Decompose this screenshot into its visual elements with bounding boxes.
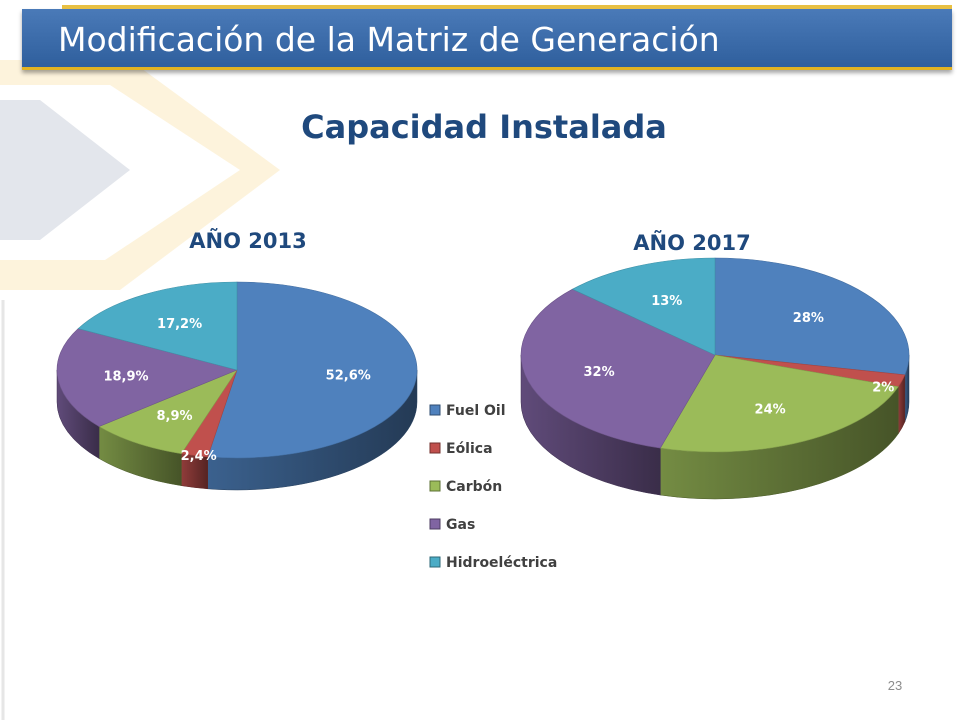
pie-slice-hidroelectrica [571,257,716,356]
title-bar: Modificación de la Matriz de Generación [22,5,952,70]
pie-slice-gas [520,288,716,449]
data-label-carbon: 8,9% [157,409,193,424]
chart-title: AÑO 2013 [189,228,306,253]
data-label-gas: 32% [584,365,615,380]
chart-title: AÑO 2017 [633,230,750,255]
pie-slice-carbon [98,369,238,455]
pie-chart-2: 28% 2% 24% 32% 13% AÑO 2017 [520,230,910,500]
legend-swatch-gas [429,518,441,530]
pie-slice-gas [56,328,238,427]
data-label-eolica: 2% [872,380,894,395]
data-label-hidroelectrica: 17,2% [157,317,202,332]
legend-swatch-fuel-oil [429,404,441,416]
legend-label-hidroelectrica: Hidroeléctrica [446,555,557,571]
pie-chart-1: 52,6% 2,4% 8,9% 18,9% 17,2% AÑO 2013 [56,228,418,491]
legend-label-eolica: Eólica [446,441,493,457]
background-chevron-grey [0,100,130,240]
legend-swatch-eolica [429,442,441,454]
pie-slice-fuel-oil [714,257,910,376]
legend-label-carbon: Carbón [446,479,502,495]
slide-subtitle: Capacidad Instalada [301,108,667,146]
data-label-fuel-oil: 28% [793,311,824,326]
chart-legend: Fuel Oil Eólica Carbón Gas Hidroeléctrica [429,403,557,571]
page-number: 23 [887,678,903,693]
pie-slice-carbon [659,354,899,453]
slide-title: Modificación de la Matriz de Generación [58,20,720,59]
data-label-hidroelectrica: 13% [651,294,682,309]
pie-slice-hidroelectrica [77,281,238,371]
pie-slice-fuel-oil [207,281,418,459]
title-bar-gold-trim [62,5,952,9]
data-label-gas: 18,9% [103,370,148,385]
data-label-eolica: 2,4% [181,449,217,464]
legend-label-fuel-oil: Fuel Oil [446,403,506,419]
legend-label-gas: Gas [446,517,475,533]
legend-swatch-hidroelectrica [429,556,441,568]
data-label-carbon: 24% [755,402,786,417]
legend-swatch-carbon [429,480,441,492]
data-label-fuel-oil: 52,6% [326,368,371,383]
